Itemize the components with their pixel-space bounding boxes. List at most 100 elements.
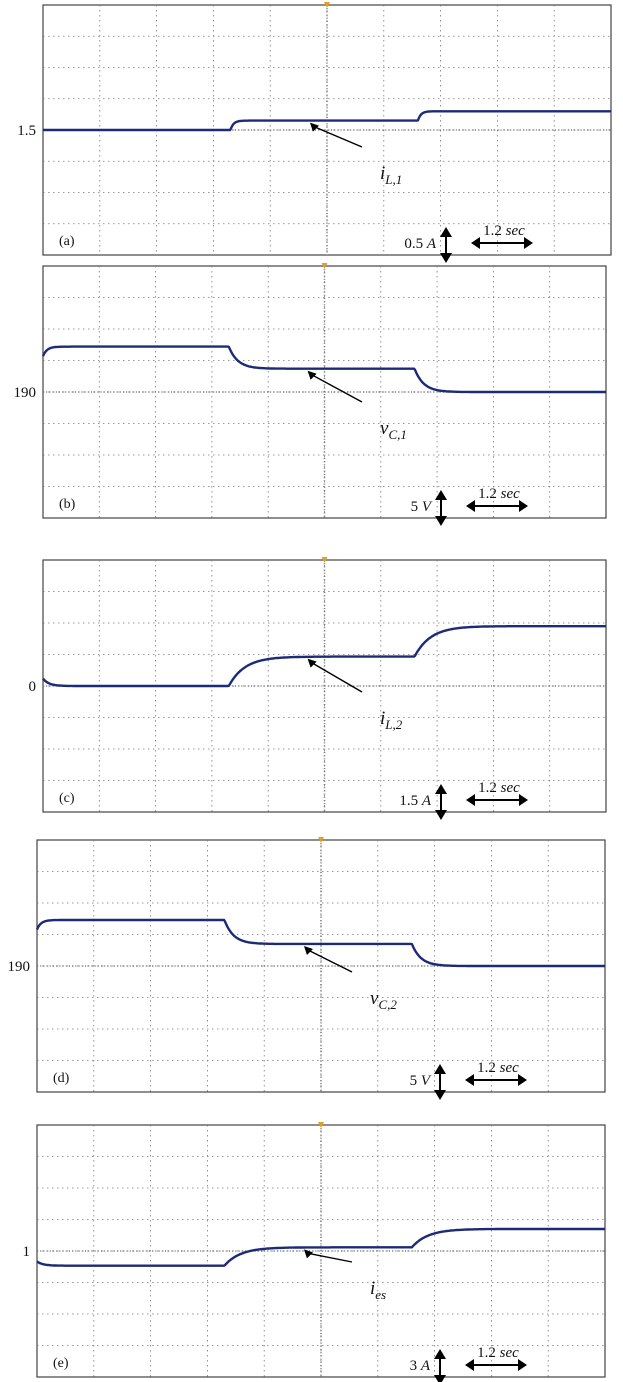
time-scale-arrowhead-left [466, 500, 475, 512]
amp-scale-unit: A [426, 236, 437, 252]
trace-line [42, 625, 606, 688]
time-scale-arrowhead-left [465, 1359, 474, 1371]
trace-label-sub: es [375, 1287, 386, 1302]
trigger-marker [321, 557, 328, 563]
amp-scale-label: 5 V [411, 499, 433, 515]
trace-line [35, 918, 605, 968]
amp-scale-value: 5 [410, 1073, 418, 1089]
amp-scale-arrowhead-up [440, 227, 452, 237]
annotation-arrowhead [309, 122, 319, 132]
annotation-arrow [311, 374, 363, 403]
trace-label-main: i [380, 708, 385, 729]
trace-label-main: i [380, 163, 385, 184]
amp-scale-arrowhead-up [434, 1064, 446, 1074]
time-scale-unit: sec [500, 1345, 519, 1361]
level-label: 1 [23, 1244, 31, 1260]
time-scale-value: 1.2 [477, 1060, 496, 1076]
amp-scale-label: 1.5 A [399, 793, 432, 809]
amp-scale-arrowhead-down [434, 1090, 446, 1100]
time-scale-unit: sec [501, 780, 520, 796]
panel-label: (e) [53, 1356, 69, 1371]
amp-scale-unit: V [422, 499, 433, 515]
trace-label: vC,2 [370, 988, 397, 1012]
trace-label-sub: C,1 [388, 427, 406, 442]
trace-line [41, 345, 606, 394]
trace-label-sub: C,2 [378, 997, 397, 1012]
time-scale-value: 1.2 [483, 223, 502, 239]
panel-b: 190 vC,1 (b) 5 V 1.2 sec [14, 263, 607, 526]
trace-line [43, 110, 611, 132]
panel-label: (b) [59, 497, 76, 512]
amp-scale-unit: A [420, 1358, 431, 1374]
time-scale-label: 1.2 sec [478, 486, 520, 502]
annotation-arrowhead [307, 370, 317, 380]
panel-label: (d) [53, 1071, 70, 1086]
annotation-arrowhead [307, 658, 317, 668]
time-scale-unit: sec [501, 486, 520, 502]
time-scale-label: 1.2 sec [483, 223, 525, 239]
amp-scale-value: 5 [411, 499, 419, 515]
annotation-arrow [313, 125, 363, 148]
time-scale-value: 1.2 [477, 1345, 496, 1361]
panel-label: (a) [59, 234, 75, 249]
time-scale-label: 1.2 sec [478, 780, 520, 796]
amp-scale-arrowhead-up [435, 490, 447, 500]
amp-scale-arrowhead-down [434, 1375, 446, 1382]
amp-scale-unit: V [421, 1073, 432, 1089]
amp-scale-value: 1.5 [399, 793, 418, 809]
trace-label: vC,1 [380, 418, 407, 442]
amp-scale-arrowhead-down [435, 810, 447, 820]
trace-label-main: v [370, 988, 379, 1009]
amp-scale-arrowhead-up [435, 784, 447, 794]
amp-scale-value: 3 [410, 1358, 418, 1374]
panel-a: 1.5 iL,1 (a) 0.5 A 1.2 sec [17, 2, 612, 263]
trace-label-main: v [380, 418, 389, 439]
amp-scale-value: 0.5 [404, 236, 423, 252]
trace-label-main: i [370, 1278, 375, 1299]
time-scale-arrowhead-left [465, 1074, 474, 1086]
trigger-marker [318, 1122, 324, 1128]
time-scale-arrowhead-right [518, 1359, 527, 1371]
panel-e: 1 ies (e) 3 A 1.2 sec [23, 1122, 606, 1382]
trace-label-sub: L,2 [384, 717, 402, 732]
panel-c: 0 iL,2 (c) 1.5 A 1.2 sec [29, 557, 607, 820]
trigger-marker [321, 263, 328, 269]
time-scale-arrowhead-left [466, 794, 475, 806]
amp-scale-arrowhead-down [435, 516, 447, 526]
time-scale-arrowhead-right [519, 794, 528, 806]
amp-scale-unit: A [421, 793, 432, 809]
trace-label: iL,1 [380, 163, 402, 187]
time-scale-arrowhead-left [471, 237, 480, 249]
trigger-marker [324, 2, 330, 8]
annotation-arrow [307, 949, 353, 973]
time-scale-arrowhead-right [519, 500, 528, 512]
annotation-arrowhead [303, 945, 313, 955]
time-scale-value: 1.2 [478, 486, 497, 502]
panel-label: (c) [59, 791, 75, 806]
trace-label: ies [370, 1278, 386, 1302]
time-scale-unit: sec [506, 223, 525, 239]
amp-scale-arrowhead-up [434, 1349, 446, 1359]
annotation-arrowhead [303, 1249, 313, 1259]
level-label: 190 [8, 959, 31, 975]
trigger-marker [318, 837, 324, 843]
time-scale-unit: sec [500, 1060, 519, 1076]
level-label: 1.5 [17, 123, 36, 139]
time-scale-arrowhead-right [524, 237, 533, 249]
amp-scale-arrowhead-down [440, 253, 452, 263]
level-label: 0 [29, 679, 37, 695]
trace-line [36, 1227, 605, 1267]
trace-label: iL,2 [380, 708, 403, 732]
panel-d: 190 vC,2 (d) 5 V 1.2 sec [8, 837, 606, 1100]
trace-label-sub: L,1 [384, 172, 402, 187]
amp-scale-label: 0.5 A [404, 236, 437, 252]
amp-scale-label: 5 V [410, 1073, 432, 1089]
time-scale-value: 1.2 [478, 780, 497, 796]
annotation-arrow [311, 661, 363, 693]
level-label: 190 [14, 385, 37, 401]
annotation-arrow [307, 1252, 353, 1263]
time-scale-label: 1.2 sec [477, 1060, 519, 1076]
time-scale-label: 1.2 sec [477, 1345, 519, 1361]
